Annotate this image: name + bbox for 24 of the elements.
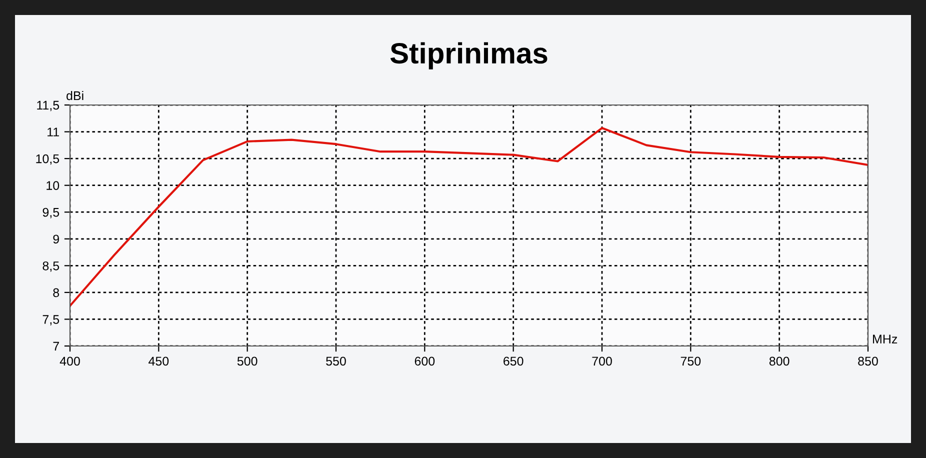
x-tick-label: 400 [60, 356, 80, 366]
y-tick-label: 8,5 [42, 261, 60, 272]
y-tick-label: 8 [53, 288, 60, 298]
y-tick-label: 7,5 [42, 315, 60, 326]
y-tick-label: 11 [48, 128, 59, 136]
x-tick-label: 450 [148, 356, 169, 366]
chart-title: Stiprinimas [390, 42, 548, 70]
x-tick-label: 600 [414, 356, 435, 366]
x-tick-label: 750 [680, 356, 701, 366]
line-series [70, 126, 868, 307]
y-tick-label: 7 [53, 342, 59, 351]
y-tick-label: 9,5 [42, 208, 60, 218]
y-tick-label: 11,5 [37, 100, 60, 112]
y-tick-label: 10,5 [36, 154, 60, 165]
y-tick-label: 9 [53, 234, 59, 244]
y-axis-title: dBi [66, 90, 84, 100]
x-tick-label: 500 [237, 356, 258, 366]
x-tick-label: 700 [592, 356, 612, 366]
x-tick-label: 800 [769, 356, 790, 366]
x-tick-label: 550 [326, 356, 346, 366]
x-tick-label: 650 [504, 356, 524, 366]
y-tick-label: 10 [46, 181, 60, 190]
x-axis-title: MHz [873, 334, 898, 344]
x-tick-label: 850 [858, 356, 878, 366]
